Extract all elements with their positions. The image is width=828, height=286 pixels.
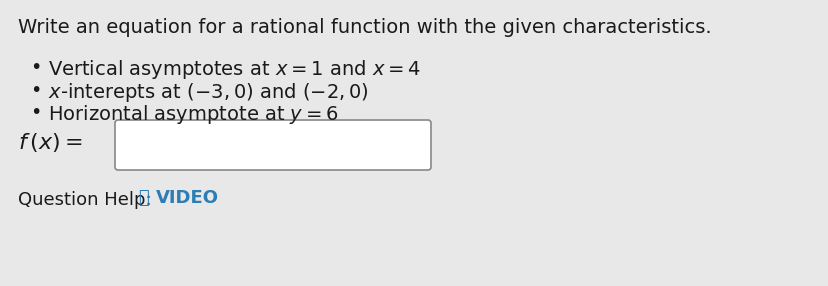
Text: •: • <box>30 81 41 100</box>
Text: •: • <box>30 103 41 122</box>
Text: VIDEO: VIDEO <box>156 189 219 207</box>
Text: •: • <box>30 58 41 77</box>
Text: Write an equation for a rational function with the given characteristics.: Write an equation for a rational functio… <box>18 18 710 37</box>
Text: $f\,(x) =$: $f\,(x) =$ <box>18 131 83 154</box>
Text: Question Help:: Question Help: <box>18 191 152 209</box>
Text: Horizontal asymptote at $y = 6$: Horizontal asymptote at $y = 6$ <box>48 103 338 126</box>
Text: 📄: 📄 <box>137 189 148 207</box>
FancyBboxPatch shape <box>115 120 431 170</box>
Text: $x$-interepts at $(-3, 0)$ and $(-2, 0)$: $x$-interepts at $(-3, 0)$ and $(-2, 0)$ <box>48 81 368 104</box>
Text: Vertical asymptotes at $x = 1$ and $x = 4$: Vertical asymptotes at $x = 1$ and $x = … <box>48 58 421 81</box>
